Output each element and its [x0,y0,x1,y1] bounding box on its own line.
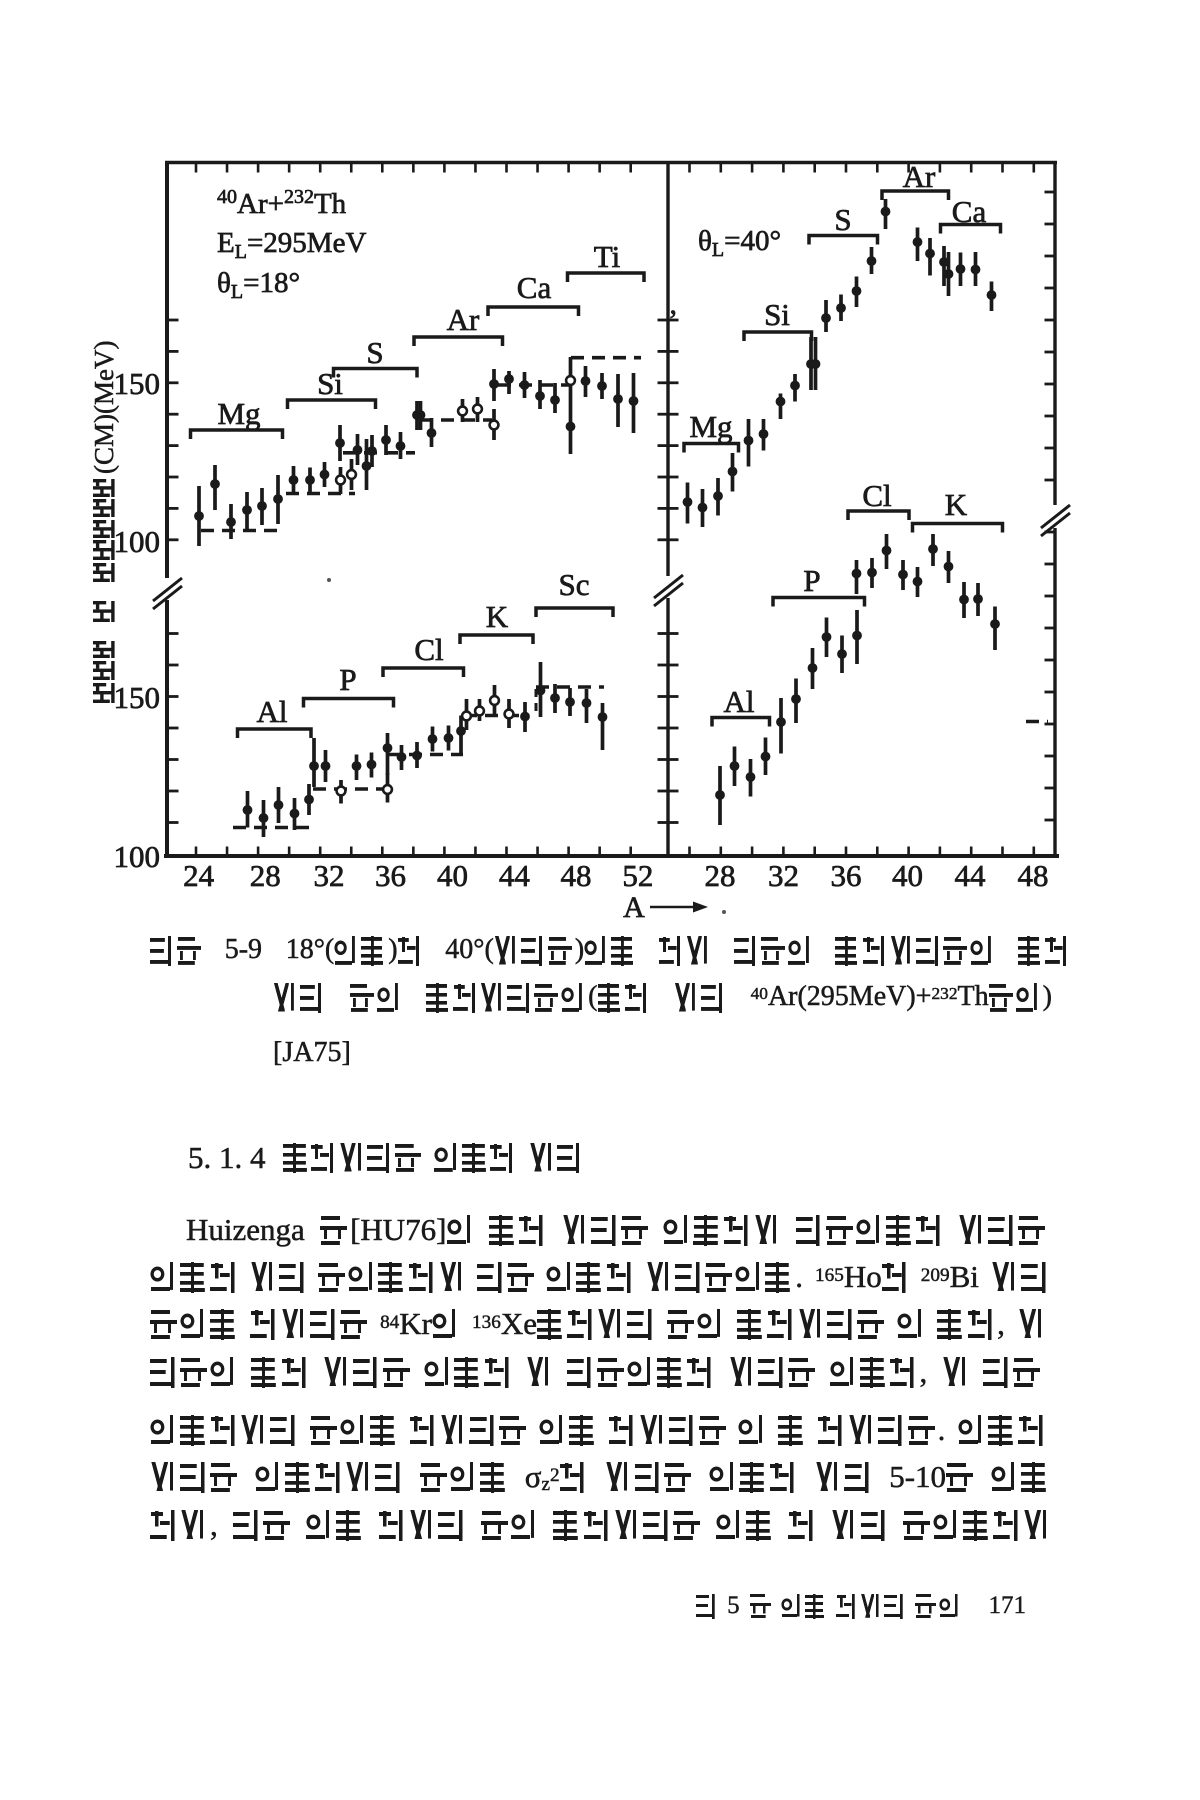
svg-text:θL=18°: θL=18° [217,267,300,303]
svg-text:Al: Al [724,684,755,719]
svg-text:A: A [623,891,645,924]
svg-text:40: 40 [892,858,923,893]
svg-text:44: 44 [499,858,531,893]
svg-text:K: K [945,487,968,522]
svg-text:Cl: Cl [414,632,443,667]
svg-text:48: 48 [1018,858,1049,893]
svg-text:Ar: Ar [903,159,936,194]
svg-text:40: 40 [437,858,468,893]
svg-text:36: 36 [375,858,406,893]
svg-text:44: 44 [955,858,987,893]
svg-text:28: 28 [250,858,281,893]
svg-text:40Ar+232Th: 40Ar+232Th [217,186,347,220]
svg-text:32: 32 [314,858,345,893]
svg-text:Si: Si [317,366,343,401]
svg-text:100: 100 [114,839,161,874]
svg-text:Sc: Sc [559,567,590,602]
svg-text:P: P [339,662,356,697]
svg-text:100: 100 [114,524,161,559]
svg-text:Ca: Ca [517,270,552,305]
svg-text:Mg: Mg [217,396,260,431]
svg-text:150: 150 [114,366,161,401]
svg-text:EL=295MeV: EL=295MeV [217,227,366,263]
svg-text:52: 52 [622,858,653,893]
svg-text:48: 48 [561,858,592,893]
svg-text:150: 150 [114,680,161,715]
svg-text:P: P [803,563,820,598]
svg-text:θL=40°: θL=40° [698,225,781,261]
svg-text:Mg: Mg [689,409,732,444]
svg-text:36: 36 [831,858,862,893]
svg-text:Ar: Ar [447,302,480,337]
svg-text:’: ’ [668,304,678,337]
svg-text:32: 32 [768,858,799,893]
svg-text:K: K [486,599,509,634]
svg-text:(CM)(MeV): (CM)(MeV) [89,341,119,474]
svg-text:Al: Al [257,694,288,729]
svg-text:28: 28 [705,858,736,893]
svg-text:24: 24 [183,858,215,893]
svg-text:Si: Si [764,297,790,332]
svg-text:Cl: Cl [862,478,891,513]
svg-text:S: S [366,335,383,370]
svg-text:Ti: Ti [594,239,621,274]
svg-text:S: S [834,202,851,237]
